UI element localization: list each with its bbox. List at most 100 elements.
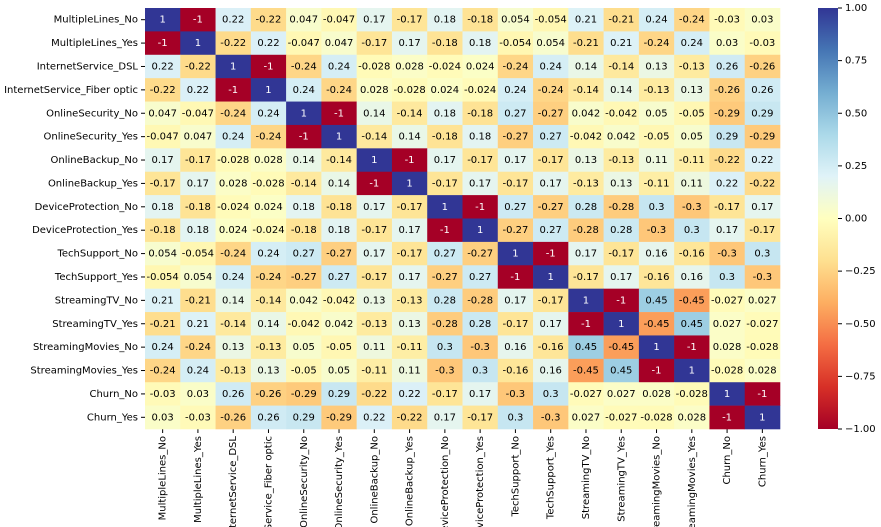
cell-label: 0.17	[610, 272, 632, 283]
heatmap-cell	[427, 218, 463, 243]
heatmap-cell	[145, 335, 181, 360]
cell-label: -0.18	[326, 202, 352, 213]
cell-label: 0.28	[575, 202, 597, 213]
cell-label: 0.18	[328, 225, 350, 236]
cell-label: -0.27	[291, 272, 317, 283]
heatmap-cell	[709, 265, 746, 289]
y-tick-label: InternetService_DSL	[37, 61, 139, 72]
heatmap-cell	[533, 288, 569, 313]
heatmap-cell	[497, 358, 534, 383]
heatmap-cell	[215, 312, 252, 336]
heatmap-cell	[497, 241, 534, 266]
heatmap-cell	[321, 101, 357, 126]
cell-label: -0.3	[647, 225, 667, 236]
heatmap-cell	[638, 124, 675, 149]
cell-label: -0.17	[467, 412, 493, 423]
cell-label: -1	[687, 342, 697, 353]
heatmap-cell	[391, 312, 428, 336]
heatmap-cell	[462, 312, 499, 336]
cell-label: -0.027	[605, 412, 637, 423]
cell-label: -0.14	[256, 295, 282, 306]
heatmap-cell	[744, 218, 781, 243]
heatmap-cell	[674, 124, 710, 149]
heatmap-cell	[145, 265, 181, 289]
x-tick-label: OnlineBackup_No	[369, 436, 380, 524]
heatmap-cell	[250, 218, 287, 243]
cell-label: 0.13	[257, 366, 279, 377]
heatmap-cell	[321, 54, 357, 79]
heatmap-cell	[744, 124, 781, 149]
cell-label: 1	[195, 38, 201, 49]
cell-label: -0.14	[361, 132, 387, 143]
cell-label: -0.027	[570, 389, 602, 400]
heatmap-cell	[215, 405, 252, 430]
heatmap-cell	[391, 241, 428, 266]
cell-label: 0.027	[572, 412, 601, 423]
heatmap-cell	[427, 405, 463, 430]
cell-label: -0.047	[182, 108, 214, 119]
cell-label: 0.024	[219, 225, 248, 236]
cell-label: 0.45	[610, 366, 632, 377]
cell-label: -0.26	[256, 389, 282, 400]
cell-label: -0.24	[256, 132, 282, 143]
heatmap-cell	[391, 8, 428, 32]
cell-label: 0.054	[148, 249, 177, 260]
heatmap-cell	[321, 31, 357, 56]
cell-label: 0.29	[716, 132, 738, 143]
heatmap-cell	[568, 171, 604, 196]
heatmap-cell	[427, 288, 463, 313]
heatmap-cell	[568, 124, 604, 149]
heatmap-cell	[356, 382, 393, 406]
heatmap-cell	[462, 124, 499, 149]
cell-label: 1	[618, 319, 624, 330]
cell-label: 0.028	[642, 389, 671, 400]
heatmap-cell	[674, 54, 710, 79]
heatmap-cell	[638, 358, 675, 383]
cell-label: 0.13	[398, 319, 420, 330]
cell-label: 1	[230, 61, 236, 72]
cell-label: 0.11	[645, 155, 667, 166]
heatmap-cell	[568, 54, 604, 79]
y-tick-label: StreamingMovies_Yes	[30, 366, 138, 377]
x-tick-label: StreamingMovies_No	[652, 436, 663, 527]
heatmap-cell	[497, 148, 534, 173]
heatmap-cell	[356, 335, 393, 360]
cell-label: 0.13	[575, 155, 597, 166]
heatmap-cell	[215, 101, 252, 126]
heatmap-cell	[603, 78, 640, 102]
heatmap-cell	[744, 8, 781, 32]
cell-label: -1	[546, 249, 556, 260]
cell-label: 0.18	[187, 225, 209, 236]
cell-label: 0.45	[645, 295, 667, 306]
heatmap-cell	[215, 358, 252, 383]
cell-label: 0.45	[575, 342, 597, 353]
heatmap-cell	[215, 171, 252, 196]
heatmap-cell	[391, 171, 428, 196]
cell-label: -0.27	[432, 272, 458, 283]
y-tick-label: DeviceProtection_No	[35, 202, 138, 213]
cell-label: 1	[371, 155, 377, 166]
colorbar-tick-label: 0.25	[845, 161, 867, 172]
colorbar-tick-label: 1.00	[845, 3, 867, 14]
cell-label: -0.17	[185, 155, 211, 166]
cell-label: 0.028	[219, 178, 248, 189]
cell-label: -0.16	[502, 366, 528, 377]
heatmap-cell	[250, 312, 287, 336]
cell-label: 0.028	[360, 85, 389, 96]
heatmap-cell	[250, 31, 287, 56]
heatmap-cell	[568, 8, 604, 32]
heatmap-cell	[180, 148, 216, 173]
cell-label: -0.028	[676, 389, 708, 400]
heatmap-cell	[356, 78, 393, 102]
cell-label: -0.03	[714, 15, 740, 26]
cell-label: -0.054	[147, 272, 179, 283]
cell-label: 0.028	[254, 155, 283, 166]
heatmap-cell	[744, 382, 781, 406]
colorbar-tick-label: −0.75	[845, 371, 876, 382]
heatmap-cell	[638, 148, 675, 173]
heatmap-cell	[321, 241, 357, 266]
cell-label: -0.29	[749, 132, 775, 143]
heatmap-cell	[709, 218, 746, 243]
cell-label: 0.18	[434, 15, 456, 26]
heatmap-cell	[356, 405, 393, 430]
